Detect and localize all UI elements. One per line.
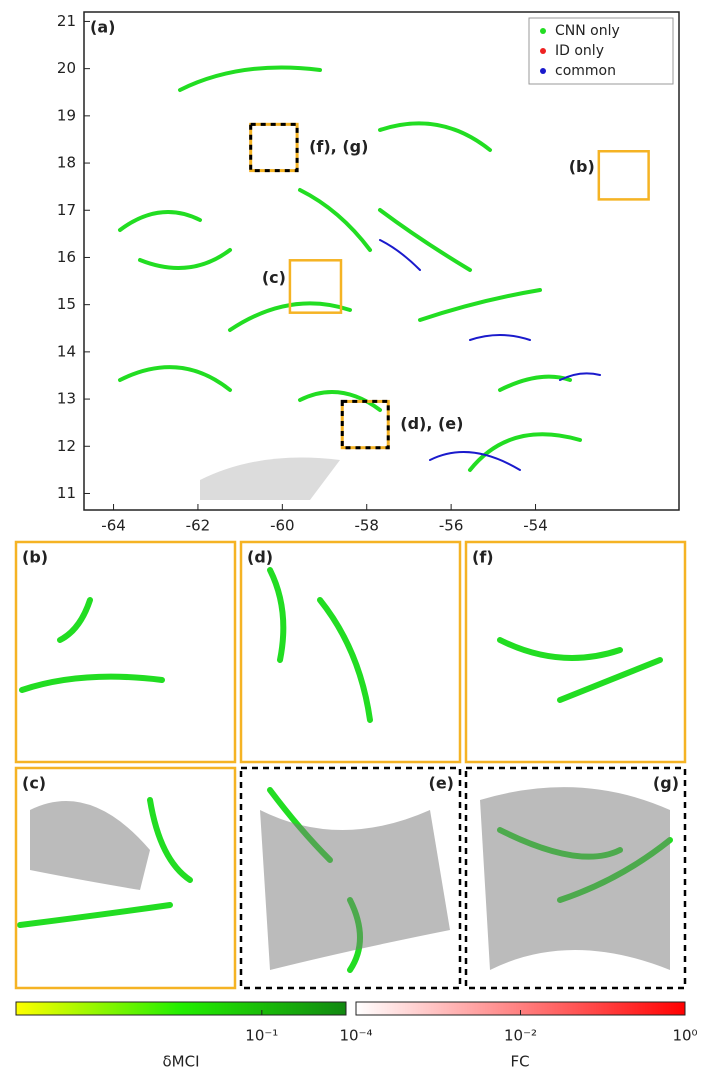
legend-marker — [540, 48, 546, 54]
colorbar-tick-label: 10⁻² — [504, 1027, 537, 1045]
subpanel-label: (d) — [247, 548, 273, 567]
y-tick-label: 11 — [57, 484, 76, 502]
x-tick-label: -58 — [354, 517, 379, 535]
colorbar-tick-label: 10⁻⁴ — [339, 1027, 372, 1045]
x-tick-label: -62 — [186, 517, 211, 535]
colorbar-label: FC — [510, 1053, 529, 1071]
colorbar — [15, 1001, 347, 1016]
y-tick-label: 13 — [57, 390, 76, 408]
y-tick-label: 17 — [57, 201, 76, 219]
legend-marker — [540, 68, 546, 74]
panel-label: (a) — [90, 18, 115, 37]
subpanel-label: (c) — [22, 774, 46, 793]
subpanel-label: (g) — [653, 774, 679, 793]
region-label: (b) — [569, 157, 595, 176]
y-tick-label: 19 — [57, 106, 76, 124]
y-tick-label: 14 — [57, 342, 76, 360]
x-tick-label: -54 — [523, 517, 548, 535]
region-label: (d), (e) — [400, 414, 463, 433]
legend-label: common — [555, 63, 616, 79]
region-box — [340, 399, 390, 450]
y-tick-label: 15 — [57, 295, 76, 313]
x-tick-label: -56 — [439, 517, 464, 535]
colorbar-tick-label: 10⁰ — [672, 1027, 697, 1045]
subpanel-label: (e) — [429, 774, 454, 793]
x-tick-label: -64 — [101, 517, 126, 535]
colorbar-label: δMCI — [162, 1053, 199, 1071]
legend-marker — [540, 28, 546, 34]
subpanel-label: (b) — [22, 548, 48, 567]
map-texture — [17, 65, 673, 973]
legend-label: CNN only — [555, 23, 620, 39]
region-box — [597, 150, 650, 201]
region-box — [288, 259, 343, 314]
region-label: (f), (g) — [309, 137, 368, 156]
region-box — [249, 122, 299, 173]
region-box-dash — [340, 399, 390, 450]
y-tick-label: 20 — [57, 59, 76, 77]
y-tick-label: 18 — [57, 154, 76, 172]
y-tick-label: 12 — [57, 437, 76, 455]
region-box-dash — [249, 122, 299, 173]
subpanel-frame — [14, 540, 237, 764]
legend-box — [528, 17, 674, 85]
subpanel-frame — [14, 766, 237, 990]
subpanel-label: (f) — [472, 548, 494, 567]
subpanel-frame — [239, 540, 462, 764]
x-tick-label: -60 — [270, 517, 295, 535]
colorbar-tick-label: 10⁻¹ — [245, 1027, 278, 1045]
subpanel-frame — [464, 540, 687, 764]
y-tick-label: 16 — [57, 248, 76, 266]
y-tick-label: 21 — [57, 12, 76, 30]
legend-label: ID only — [555, 43, 604, 59]
region-label: (c) — [262, 268, 286, 287]
map-frame — [83, 11, 680, 511]
